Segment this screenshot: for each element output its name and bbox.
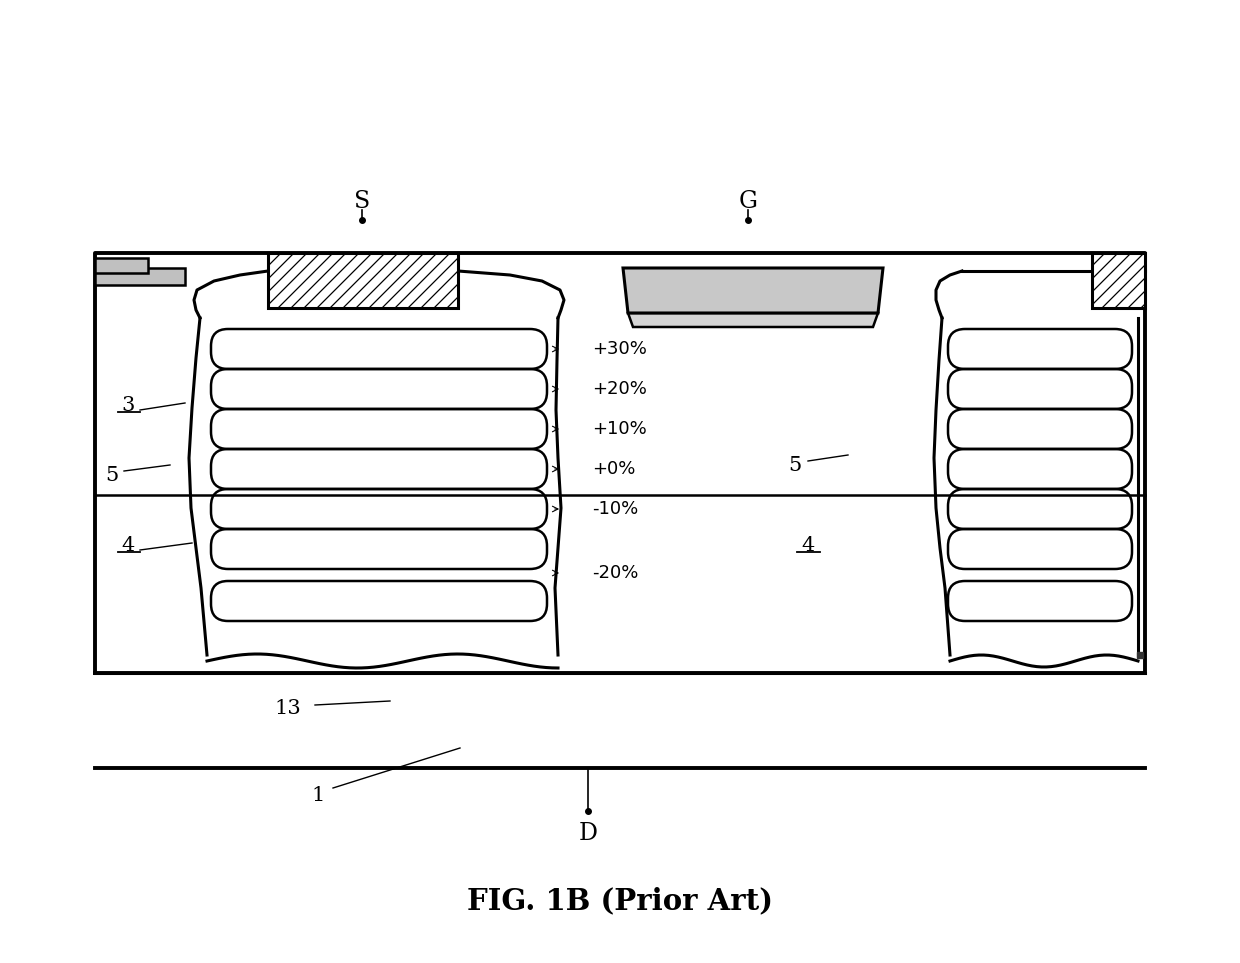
Text: 4: 4 — [801, 535, 815, 555]
Text: 5: 5 — [105, 465, 119, 484]
Polygon shape — [268, 253, 458, 308]
Polygon shape — [95, 258, 148, 273]
Polygon shape — [627, 313, 878, 327]
Polygon shape — [622, 268, 883, 313]
Text: -20%: -20% — [591, 564, 639, 582]
Text: 4: 4 — [122, 535, 135, 555]
Text: +20%: +20% — [591, 380, 647, 398]
Text: G: G — [739, 190, 758, 213]
Text: 1: 1 — [311, 786, 325, 804]
Text: 13: 13 — [274, 698, 301, 717]
Text: -10%: -10% — [591, 500, 639, 518]
Text: FIG. 1B (Prior Art): FIG. 1B (Prior Art) — [467, 887, 773, 916]
Text: S: S — [353, 190, 370, 213]
Text: +30%: +30% — [591, 340, 647, 358]
Polygon shape — [95, 268, 185, 285]
Text: 3: 3 — [122, 396, 135, 414]
Polygon shape — [1092, 253, 1145, 308]
Text: +0%: +0% — [591, 460, 635, 478]
Text: D: D — [579, 821, 598, 845]
Text: 5: 5 — [789, 455, 801, 475]
Text: +10%: +10% — [591, 420, 647, 438]
